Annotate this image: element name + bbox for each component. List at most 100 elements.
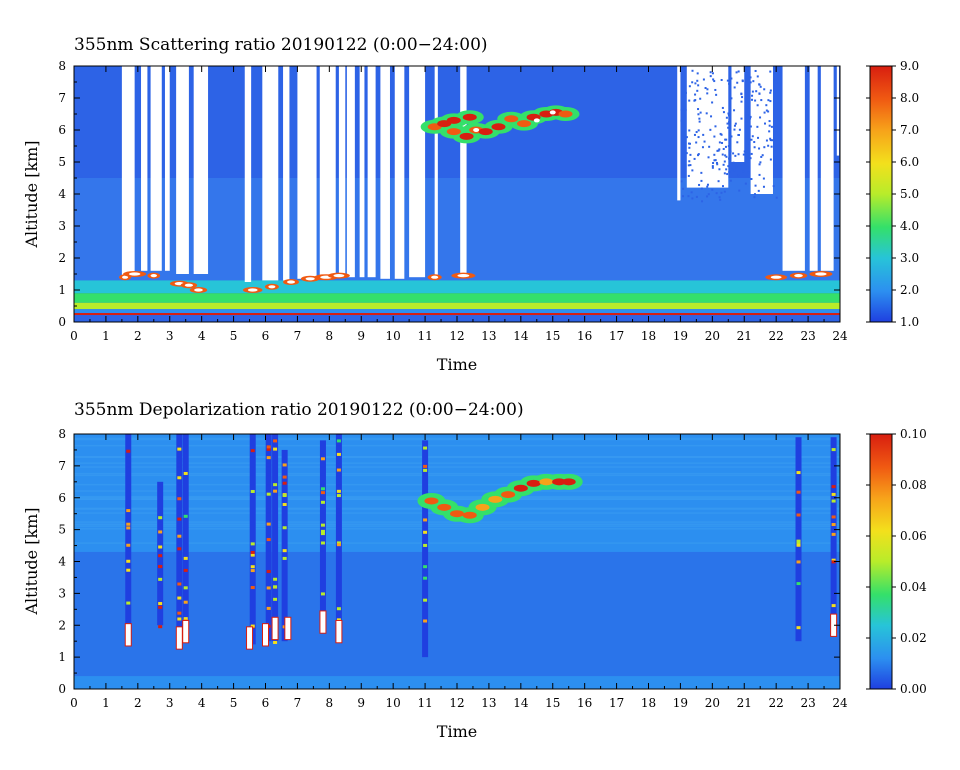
noise-speck: [746, 114, 749, 117]
noise-streak: [74, 474, 840, 477]
saturated-return: [182, 619, 190, 644]
noise-speck: [769, 137, 772, 140]
chart-title: 355nm Scattering ratio 20190122 (0:00−24…: [74, 35, 488, 55]
depol-speck: [177, 582, 182, 586]
noise-speck: [717, 180, 720, 183]
depol-speck: [273, 577, 278, 581]
noise-speck: [726, 79, 729, 82]
noise-speck: [774, 80, 777, 83]
noise-speck: [751, 90, 754, 93]
depol-speck: [423, 565, 428, 569]
noise-speck: [705, 112, 708, 115]
saturated-return: [271, 616, 279, 641]
noise-speck: [714, 88, 717, 91]
x-tick-label: 8: [326, 329, 334, 343]
noise-speck: [726, 173, 729, 176]
noise-speck: [706, 183, 709, 186]
noise-speck: [706, 92, 709, 95]
cloud-core: [552, 478, 567, 486]
noise-speck: [699, 111, 702, 114]
cloud-base-core: [268, 285, 276, 289]
depol-speck: [126, 526, 131, 530]
noise-speck: [711, 188, 714, 191]
depol-speck: [273, 585, 278, 589]
depol-speck: [158, 530, 163, 534]
noise-speck: [747, 171, 750, 174]
noise-speck: [700, 171, 703, 174]
depol-speck: [126, 522, 131, 526]
depol-speck: [336, 439, 341, 443]
x-tick-label: 15: [545, 696, 560, 710]
noise-speck: [751, 135, 754, 138]
noise-speck: [700, 179, 703, 182]
depol-speck: [158, 602, 163, 606]
noise-speck: [727, 126, 730, 129]
noise-speck: [684, 164, 687, 167]
cloud-core: [462, 113, 477, 121]
depol-speck: [423, 468, 428, 472]
depol-speck: [320, 491, 325, 495]
noise-speck: [706, 185, 709, 188]
missing-data-gap: [380, 66, 390, 279]
noise-speck: [734, 154, 737, 157]
depol-speck: [250, 569, 255, 573]
x-tick-label: 18: [641, 696, 656, 710]
depol-speck: [273, 597, 278, 601]
cloud-base-core: [122, 275, 129, 279]
noise-speck: [712, 162, 715, 165]
noise-speck: [691, 69, 694, 72]
depol-speck: [273, 439, 278, 443]
noise-speck: [697, 136, 700, 139]
x-tick-label: 3: [166, 329, 174, 343]
noise-speck: [688, 129, 691, 132]
colorbar-tick-label: 0.06: [900, 529, 927, 543]
depol-speck: [796, 560, 801, 564]
noise-speck: [708, 145, 711, 148]
noise-speck: [750, 138, 753, 141]
depol-speck: [831, 523, 836, 527]
noise-streak: [74, 521, 840, 523]
depol-speck: [177, 596, 182, 600]
noise-speck: [727, 165, 730, 168]
noise-speck: [740, 117, 743, 120]
x-tick-label: 23: [800, 329, 815, 343]
depol-speck: [831, 532, 836, 536]
noise-speck: [730, 135, 733, 138]
depol-speck: [250, 542, 255, 546]
noise-speck: [721, 185, 724, 188]
noise-speck: [749, 157, 752, 160]
noise-speck: [688, 146, 691, 149]
noise-speck: [753, 141, 756, 144]
noise-speck: [756, 125, 759, 128]
cloud-base-core: [815, 272, 827, 276]
noise-speck: [706, 195, 709, 198]
heatmap-area: [74, 66, 840, 322]
noise-speck: [682, 187, 685, 190]
noise-speck: [744, 182, 747, 185]
column-signal: [249, 434, 256, 645]
noise-speck: [695, 141, 698, 144]
x-tick-label: 20: [705, 329, 720, 343]
y-axis-label: Altitude [km]: [22, 140, 41, 248]
noise-speck: [711, 72, 714, 75]
cloud-core: [450, 510, 464, 518]
x-tick-label: 17: [609, 329, 624, 343]
noise-speck: [749, 81, 752, 84]
x-tick-label: 7: [294, 696, 302, 710]
noise-speck: [712, 78, 715, 81]
noise-speck: [728, 78, 731, 81]
y-tick-label: 1: [58, 650, 66, 664]
depol-speck: [158, 554, 163, 558]
noise-speck: [758, 83, 761, 86]
noise-speck: [723, 160, 726, 163]
noise-speck: [691, 81, 694, 84]
depol-speck: [336, 607, 341, 611]
noise-speck: [760, 99, 763, 102]
noise-speck: [756, 75, 759, 78]
depol-speck: [320, 500, 325, 504]
depol-speck: [423, 464, 428, 468]
saturated-return: [319, 610, 327, 634]
x-tick-label: 2: [134, 696, 142, 710]
cloud-core: [462, 511, 477, 519]
x-tick-label: 24: [832, 329, 848, 343]
